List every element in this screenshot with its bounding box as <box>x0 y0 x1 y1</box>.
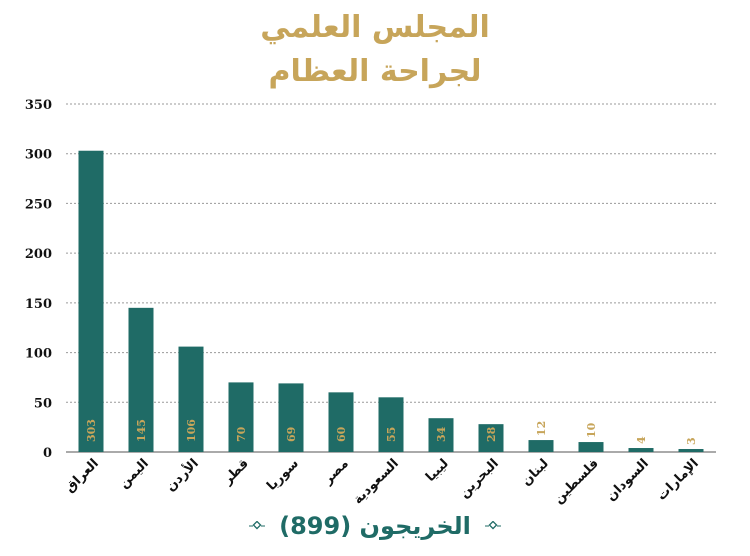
data-label: 106 <box>185 419 198 442</box>
x-tick-label: السودان <box>604 456 652 504</box>
data-label: 145 <box>135 419 148 442</box>
diamond-ornament-icon <box>249 521 266 531</box>
data-label: 60 <box>335 426 348 442</box>
bar <box>128 307 154 452</box>
x-tick-label: مصر <box>320 456 352 488</box>
y-tick-label: 100 <box>25 347 52 362</box>
y-tick-label: 50 <box>34 396 52 411</box>
bar <box>478 424 504 452</box>
x-tick-label: سوريا <box>264 456 302 494</box>
x-tick-label: اليمن <box>116 456 151 491</box>
y-tick-label: 350 <box>25 98 52 113</box>
y-tick-label: 150 <box>25 297 52 312</box>
y-tick-label: 200 <box>25 247 52 262</box>
bar <box>228 382 254 452</box>
chart-title-line-1: المجلس العلمي <box>260 10 490 45</box>
x-tick-label: الإمارات <box>654 456 701 503</box>
data-label: 70 <box>235 426 248 442</box>
x-tick-label: ليبيا <box>423 456 452 485</box>
bar <box>378 397 404 452</box>
data-label: 10 <box>585 422 598 438</box>
bar-chart: 0 50 100 150 200 250 300 350 303 العراق 145 اليمن 10… <box>25 98 716 506</box>
data-label: 34 <box>435 426 448 442</box>
bar <box>578 442 604 452</box>
data-label: 69 <box>285 427 298 442</box>
bar <box>428 418 454 452</box>
x-tick-label: السعودية <box>351 456 402 506</box>
x-tick-label: البحرين <box>457 456 502 501</box>
x-tick-label: قطر <box>220 456 252 488</box>
y-tick-label: 250 <box>25 197 52 212</box>
bar <box>628 448 654 452</box>
x-tick-label: فلسطين <box>551 456 602 506</box>
y-tick-label: 0 <box>43 446 52 461</box>
data-label: 12 <box>535 421 548 436</box>
x-tick-label: لبنان <box>519 456 552 489</box>
bar <box>528 440 554 452</box>
bar <box>328 392 354 452</box>
x-tick-label: الأردن <box>162 455 202 495</box>
bar <box>678 449 704 452</box>
footer: الخريجون (899) <box>0 506 750 546</box>
bar <box>278 383 304 452</box>
chart-title-line-2: لجراحة العظام <box>268 54 482 89</box>
data-label: 28 <box>485 426 498 442</box>
data-label: 303 <box>85 419 98 442</box>
diamond-ornament-icon <box>484 521 501 531</box>
x-tick-label: العراق <box>62 456 101 495</box>
data-label: 4 <box>635 436 648 444</box>
bar <box>178 346 204 452</box>
bar <box>78 150 104 452</box>
graduates-total-label: الخريجون (899) <box>279 512 471 540</box>
data-label: 55 <box>385 427 398 442</box>
y-tick-label: 300 <box>25 148 52 163</box>
data-label: 3 <box>685 437 698 445</box>
